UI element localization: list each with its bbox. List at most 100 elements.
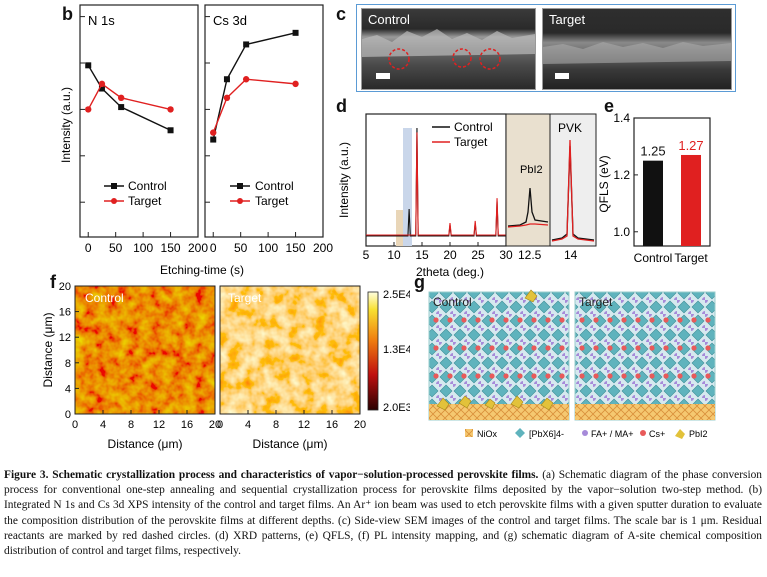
pl-target-label: Target — [228, 291, 262, 305]
cs-ion — [531, 317, 537, 323]
cs-ion — [649, 345, 655, 351]
cs-ion — [447, 373, 453, 379]
xps-x-tick: 0 — [85, 241, 92, 255]
cs-ion — [635, 345, 641, 351]
xps-x-tick: 200 — [188, 241, 208, 255]
cs-ion — [677, 373, 683, 379]
xrd-ylabel: Intensity (a.u.) — [337, 142, 351, 218]
cs-ion — [545, 373, 551, 379]
cs-ion — [649, 317, 655, 323]
legend-control: Control — [128, 179, 167, 193]
xrd-x-tick: 10 — [387, 248, 401, 262]
cs-ion — [559, 373, 565, 379]
inset1-tick: 12.5 — [518, 248, 542, 262]
cs-ion — [677, 317, 683, 323]
xps-point — [292, 29, 299, 36]
pl-x-tick: 20 — [209, 419, 221, 431]
xrd-xlabel: 2theta (deg.) — [416, 265, 484, 279]
target-lattice — [574, 291, 716, 421]
xps-point — [210, 129, 217, 136]
pl-y-tick: 8 — [65, 358, 71, 370]
xps-series-line — [212, 32, 296, 140]
pl-map-control — [75, 286, 215, 414]
cs-ion — [433, 317, 439, 323]
xps-point — [243, 41, 250, 48]
cs-ion — [461, 317, 467, 323]
cs-ion — [593, 317, 599, 323]
svg-text:NiOx: NiOx — [477, 429, 497, 439]
qfls-value-label: 1.25 — [640, 144, 665, 159]
panel-letter-b: b — [62, 4, 73, 24]
cs-ion — [475, 373, 481, 379]
qfls-y-tick: 1.2 — [613, 168, 630, 182]
xrd-series-line — [366, 132, 506, 236]
figure-caption: Figure 3. Schematic crystallization proc… — [4, 468, 762, 559]
legend-target: Target — [128, 194, 162, 208]
xps-point — [223, 94, 231, 102]
cs-ion — [663, 345, 669, 351]
cs-ion — [677, 345, 683, 351]
xps-point — [117, 94, 125, 102]
colorbar — [367, 291, 379, 411]
target-nio-layer — [575, 404, 715, 420]
xps-series-line — [212, 78, 296, 133]
control-nio-layer — [429, 404, 569, 420]
xps-point — [85, 62, 92, 69]
cs-ion — [489, 317, 495, 323]
sem-target-image: Target — [542, 8, 732, 90]
pl-x-tick: 0 — [72, 419, 78, 431]
pl-x-tick: 0 — [217, 419, 223, 431]
qfls-value-label: 1.27 — [678, 138, 703, 153]
xrd-x-tick: 25 — [471, 248, 485, 262]
cs-ion — [691, 317, 697, 323]
pl-xlabel-2: Distance (μm) — [253, 437, 328, 451]
xps-chart: N 1s Cs 3d Intensity (a.u.) Etching-time… — [59, 4, 333, 277]
xps-x-tick: 100 — [258, 241, 278, 255]
xps-x-tick: 150 — [161, 241, 181, 255]
pl-x-tick: 12 — [298, 419, 310, 431]
cs-ion — [503, 317, 509, 323]
cs-ion — [579, 317, 585, 323]
qfls-chart: 1.0 1.2 1.4 1.25 Control 1.27 Target QFLS (eV) — [597, 111, 711, 265]
g-legend: NiOx [PbX6]4- FA+ / MA+ Cs+ PbI2 — [465, 428, 708, 439]
xps-x-tick: 100 — [133, 241, 153, 255]
panel-letter-g: g — [414, 272, 425, 292]
pl-map-target — [220, 286, 360, 414]
sem-control-image: Control — [361, 8, 536, 90]
inset-pbi2-label: PbI2 — [520, 164, 543, 176]
legend-target-2: Target — [255, 194, 289, 208]
cs-ion — [663, 373, 669, 379]
panel-letter-e: e — [604, 96, 615, 116]
colorbar-max: 2.5E4 — [383, 289, 410, 301]
legend-control-2: Control — [255, 179, 294, 193]
cs-ion — [531, 345, 537, 351]
pl-xlabel-1: Distance (μm) — [108, 437, 183, 451]
cs-ion — [705, 373, 711, 379]
cs-ion — [593, 373, 599, 379]
xps-legend-right: Control Target — [230, 179, 294, 208]
cs-ion — [517, 317, 523, 323]
svg-text:FA+ / MA+: FA+ / MA+ — [591, 429, 634, 439]
cs-ion — [475, 317, 481, 323]
pl-y-tick: 12 — [59, 332, 71, 344]
xrd-legend-control: Control — [454, 120, 493, 134]
cs-ion — [559, 317, 565, 323]
xps-x-tick: 50 — [234, 241, 248, 255]
xps-point — [167, 127, 174, 134]
pl-x-tick: 20 — [354, 419, 366, 431]
cs-ion — [635, 373, 641, 379]
xrd-legend-target: Target — [454, 135, 488, 149]
cs-ion — [433, 373, 439, 379]
scale-bar-2 — [555, 73, 569, 79]
pl-y-tick: 16 — [59, 307, 71, 319]
xps-x-tick: 50 — [109, 241, 123, 255]
qfls-ylabel: QFLS (eV) — [597, 155, 611, 212]
cs-ion — [489, 345, 495, 351]
cs-ion — [649, 373, 655, 379]
inset-pvk-label: PVK — [558, 121, 582, 135]
cs-ion — [517, 373, 523, 379]
cs-ion — [545, 317, 551, 323]
panel-letter-c: c — [336, 4, 347, 24]
cs-ion — [705, 345, 711, 351]
cs-ion — [691, 345, 697, 351]
